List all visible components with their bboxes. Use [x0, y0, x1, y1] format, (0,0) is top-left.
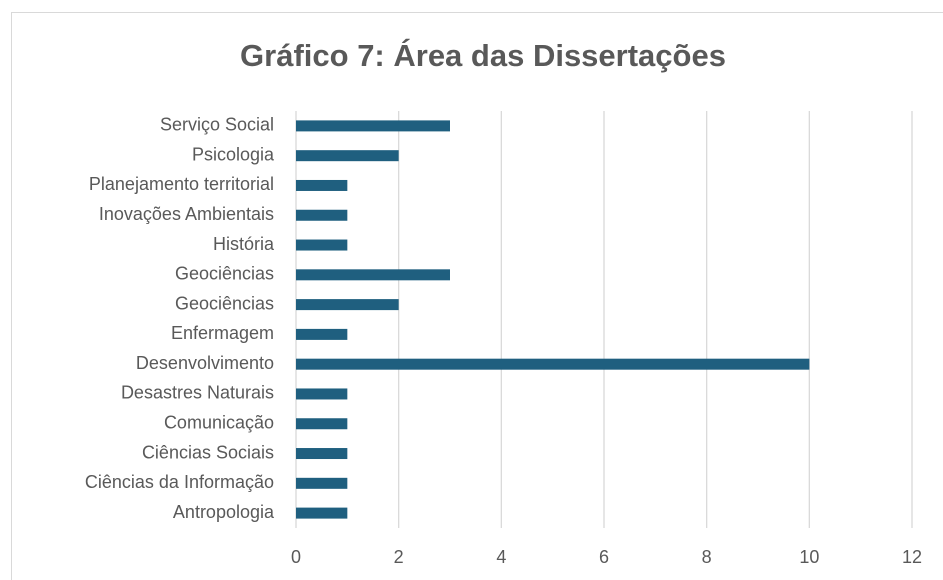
y-tick-label: Antropologia: [173, 502, 275, 522]
y-tick-label: Comunicação: [164, 413, 274, 433]
bar: [296, 418, 348, 430]
x-tick-label: 2: [394, 547, 404, 567]
y-tick-label: Desastres Naturais: [121, 383, 274, 403]
chart-border: [11, 12, 943, 580]
chart-title: Gráfico 7: Área das Dissertações: [240, 38, 726, 73]
x-tick-label: 6: [599, 547, 609, 567]
bar: [296, 507, 348, 519]
y-tick-label: Geociências: [175, 264, 274, 284]
x-tick-label: 0: [291, 547, 301, 567]
x-tick-label: 8: [702, 547, 712, 567]
bar: [296, 179, 348, 191]
bar: [296, 448, 348, 460]
y-tick-label: História: [213, 234, 275, 254]
bar: [296, 477, 348, 489]
y-tick-label: Geociências: [175, 293, 274, 313]
bar: [296, 328, 348, 340]
bar: [296, 269, 450, 281]
bar: [296, 358, 810, 370]
x-tick-label: 12: [902, 547, 922, 567]
y-tick-label: Planejamento territorial: [89, 174, 274, 194]
bar: [296, 209, 348, 221]
y-tick-label: Inovações Ambientais: [99, 204, 274, 224]
x-tick-label: 4: [496, 547, 506, 567]
y-tick-label: Ciências da Informação: [85, 472, 274, 492]
y-tick-label: Ciências Sociais: [142, 442, 274, 462]
bar: [296, 150, 399, 162]
bar: [296, 120, 450, 132]
y-tick-label: Serviço Social: [160, 115, 274, 135]
y-tick-label: Enfermagem: [171, 323, 274, 343]
y-tick-label: Desenvolvimento: [136, 353, 274, 373]
bar: [296, 388, 348, 400]
bar: [296, 299, 399, 311]
y-tick-label: Psicologia: [192, 144, 275, 164]
x-tick-label: 10: [799, 547, 819, 567]
bar: [296, 239, 348, 251]
